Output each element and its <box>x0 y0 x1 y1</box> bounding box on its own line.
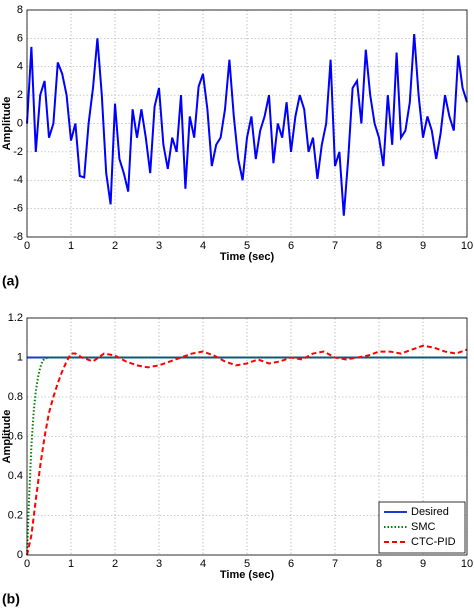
x-tick-label: 2 <box>112 558 118 570</box>
series-line <box>26 356 467 556</box>
x-tick-label: 10 <box>461 240 473 252</box>
x-tick-label: 8 <box>376 558 382 570</box>
x-tick-label: 3 <box>156 240 162 252</box>
x-tick-label: 3 <box>156 558 162 570</box>
x-tick-label: 0 <box>24 558 30 570</box>
y-tick-label: 8 <box>17 4 23 16</box>
axes-frame <box>26 9 468 238</box>
y-tick-label: 0.8 <box>8 391 23 403</box>
y-tick-label: 6 <box>17 32 23 44</box>
panel-label: (a) <box>2 273 19 289</box>
x-tick-label: 9 <box>420 240 426 252</box>
x-tick-label: 6 <box>288 240 294 252</box>
y-axis-label: Amplitude <box>1 97 13 151</box>
x-tick-label: 7 <box>332 240 338 252</box>
x-tick-label: 10 <box>461 558 473 570</box>
y-tick-label: 0.4 <box>8 470 23 482</box>
x-tick-label: 0 <box>24 240 30 252</box>
x-tick-label: 5 <box>244 558 250 570</box>
legend-box <box>378 501 466 554</box>
x-tick-label: 9 <box>420 558 426 570</box>
y-axis-label: Amplitude <box>1 410 13 464</box>
x-tick-label: 5 <box>244 240 250 252</box>
panel-label: (b) <box>2 591 20 607</box>
y-tick-label: -6 <box>13 203 23 215</box>
x-tick-label: 4 <box>200 558 206 570</box>
y-tick-label: -4 <box>13 174 23 186</box>
y-tick-label: 0 <box>17 117 23 129</box>
x-tick-label: 2 <box>112 240 118 252</box>
y-tick-label: 1.2 <box>8 312 23 324</box>
legend-label: SMC <box>411 521 436 533</box>
x-tick-label: 7 <box>332 558 338 570</box>
x-tick-label: 1 <box>68 240 74 252</box>
series-line <box>26 34 468 216</box>
y-tick-label: 4 <box>17 61 23 73</box>
x-tick-label: 8 <box>376 240 382 252</box>
x-tick-label: 6 <box>288 558 294 570</box>
y-tick-label: -8 <box>13 231 23 243</box>
y-tick-label: 0.6 <box>8 430 23 442</box>
y-tick-label: 1 <box>17 351 23 363</box>
x-tick-label: 4 <box>200 240 206 252</box>
y-tick-label: 0 <box>17 549 23 561</box>
y-tick-label: 0.2 <box>8 509 23 521</box>
legend-label: Desired <box>411 506 449 518</box>
y-tick-label: 2 <box>17 89 23 101</box>
legend-label: CTC-PID <box>411 536 456 548</box>
x-tick-label: 1 <box>68 558 74 570</box>
axes-frame <box>26 317 468 556</box>
x-axis-label: Time (sec) <box>220 251 275 263</box>
series-line <box>26 344 468 556</box>
x-axis-label: Time (sec) <box>220 569 275 581</box>
y-tick-label: -2 <box>13 146 23 158</box>
